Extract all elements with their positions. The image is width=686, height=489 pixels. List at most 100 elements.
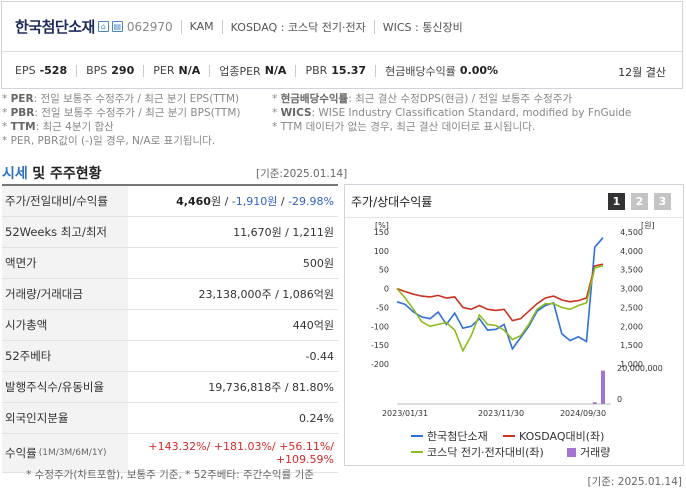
pbr-label: PBR: [305, 64, 328, 77]
base-date: [기준:2025.01.14]: [256, 168, 348, 180]
row-label: 주가/전일대비/수익률: [2, 186, 128, 216]
row-label: 액면가: [2, 248, 128, 278]
chart-title: 주가/상대수익률: [351, 194, 433, 209]
right-tick-label: 4,000: [620, 247, 643, 256]
divider: [221, 19, 223, 34]
right-tick-label: 3,500: [620, 266, 643, 275]
table-row: 시가총액 440억원: [2, 310, 338, 341]
divider: [209, 64, 211, 77]
row-value: 19,736,818주 / 81.80%: [208, 381, 334, 394]
divider: [373, 19, 375, 34]
chart-panel: 주가/상대수익률 1 2 3 [%] [원] 150 100 50 0 -50 -100 -15…: [344, 184, 684, 466]
series-line-3: [396, 265, 604, 353]
chart-page-1-button[interactable]: 1: [608, 193, 625, 210]
per-label: PER: [153, 64, 175, 77]
note-ttm-none: * TTM 데이터가 없는 경우, 최근 결산 데이터로 표시됩니다.: [272, 121, 536, 133]
return-values: +143.32%/ +181.03%/ +56.11%/: [148, 440, 334, 453]
row-label: 52주베타: [2, 341, 128, 371]
right-tick-label: 1,000: [620, 360, 643, 369]
divider: [180, 19, 182, 34]
return-1y: +109.59%: [275, 453, 334, 466]
bps-value: 290: [111, 64, 135, 77]
row-label: 외국인지분율: [2, 403, 128, 433]
table-row: 외국인지분율 0.24%: [2, 403, 338, 434]
note-wics: * WICS: WISE Industry Classification Sta…: [272, 107, 632, 119]
legend-swatch: [411, 435, 423, 437]
table-footnote: * 수정주가(차트포함), 보통주 기준, * 52주베타: 주간수익률 기준: [26, 469, 314, 481]
right-tick-label: 4,500: [620, 228, 643, 237]
row-value: 440억원: [292, 319, 334, 332]
table-row: 수익률 (1M/3M/6M/1Y) +143.32%/ +181.03%/ +56…: [2, 434, 338, 473]
wics-info: WICS : 통신장비: [382, 20, 463, 34]
divider: [295, 64, 297, 77]
pbr-value: 15.37: [331, 64, 367, 77]
home-icon[interactable]: ⌂: [97, 21, 109, 32]
section-title: 시세 및 주주현황: [2, 163, 102, 183]
eps-value: -528: [39, 64, 68, 77]
row-label: 52Weeks 최고/최저: [2, 217, 128, 247]
table-row: 52주베타 -0.44: [2, 341, 338, 372]
chart-page-3-button[interactable]: 3: [654, 193, 671, 210]
right-tick-label: 2,500: [620, 303, 643, 312]
volume-tick-label: 20,000,000: [617, 364, 663, 373]
volume-bar: [601, 370, 605, 404]
left-tick-label: 0: [384, 285, 389, 294]
left-tick-label: 100: [374, 247, 389, 256]
change-value: -1,910원: [231, 195, 278, 208]
dividend-yield-label: 현금배당수익률: [385, 64, 456, 78]
note-pbr: * PBR: 전일 보통주 수정주가 / 최근 분기 BPS(TTM): [2, 107, 241, 119]
bps-label: BPS: [86, 64, 108, 77]
right-axis-unit: [원]: [641, 221, 655, 230]
x-tick-label: 2023/11/30: [478, 409, 524, 418]
volume-bar: [592, 402, 597, 404]
note-ttm: * TTM: 최근 4분기 합산: [2, 121, 114, 133]
row-value: 4,460원 / -1,910원 / -29.98%: [176, 195, 334, 208]
left-tick-label: -150: [371, 341, 389, 350]
stock-code: 062970: [126, 19, 173, 34]
dividend-yield-value: 0.00%: [459, 64, 499, 77]
table-row: 액면가 500원: [2, 248, 338, 279]
sector-per-value: N/A: [264, 64, 287, 77]
table-row: 52Weeks 최고/최저 11,670원 / 1,211원: [2, 217, 338, 248]
series-line-1: [396, 237, 604, 351]
section-title-main: 시세: [2, 166, 28, 182]
notes-column-right: * 현금배당수익률: 최근 결산 수정DPS(현금) / 전일 보통주 수정주가…: [272, 92, 682, 134]
legend-item: 거래량: [567, 444, 610, 460]
notes-column-left: * PER: 전일 보통주 수정주가 / 최근 분기 EPS(TTM) * PB…: [2, 92, 272, 148]
divider: [375, 64, 377, 77]
left-tick-label: -50: [376, 303, 389, 312]
row-value: 0.24%: [299, 411, 334, 425]
row-value: 23,138,000주 / 1,086억원: [198, 288, 334, 301]
legend-swatch: [411, 451, 423, 453]
exchange-info: KOSDAQ : 코스닥 전기·전자: [230, 20, 366, 34]
chart-header: 주가/상대수익률 1 2 3: [345, 185, 683, 218]
stock-header: 한국첨단소재 ⌂ ▤ 062970 KAM KOSDAQ : 코스닥 전기·전자…: [1, 1, 683, 89]
settlement-month: 12월 결산: [618, 66, 666, 79]
right-tick-label: 1,500: [620, 341, 643, 350]
row-value: +143.32%/ +181.03%/ +56.11%/ +109.59%: [128, 440, 338, 466]
row-label: 시가총액: [2, 310, 128, 340]
price-return-chart: [%] [원] 150 100 50 0 -50 -100 -150 -200 4,500 4,000…: [371, 221, 663, 418]
row-label: 발행주식수/유동비율: [2, 372, 128, 402]
table-row: 주가/전일대비/수익률 4,460원 / -1,910원 / -29.98%: [2, 186, 338, 217]
table-row: 발행주식수/유동비율 19,736,818주 / 81.80%: [2, 372, 338, 403]
note-per: * PER: 전일 보통주 수정주가 / 최근 분기 EPS(TTM): [2, 93, 240, 105]
left-tick-label: -200: [371, 360, 389, 369]
building-icon[interactable]: ▤: [111, 21, 123, 32]
x-tick-label: 2024/09/30: [560, 409, 606, 418]
chart-page-2-button[interactable]: 2: [631, 193, 648, 210]
note-dividend: * 현금배당수익률: 최근 결산 수정DPS(현금) / 전일 보통주 수정주가: [272, 93, 573, 105]
sector-per-label: 업종PER: [219, 64, 261, 78]
market-tag: KAM: [189, 20, 214, 33]
change-pct: -29.98%: [288, 195, 334, 208]
row-label: 거래량/거래대금: [2, 279, 128, 309]
price-value: 4,460: [176, 195, 211, 208]
legend-item: KOSDAQ대비(좌): [503, 428, 604, 444]
per-value: N/A: [178, 64, 201, 77]
left-tick-label: 150: [374, 228, 389, 237]
divider: [76, 64, 78, 77]
chart-pager: 1 2 3: [608, 193, 671, 210]
metrics-bar: EPS -528 BPS 290 PER N/A 업종PER N/A PBR 15.37 …: [2, 52, 682, 89]
price-unit: 원 /: [210, 195, 229, 208]
row-label: 수익률 (1M/3M/6M/1Y): [2, 434, 128, 472]
